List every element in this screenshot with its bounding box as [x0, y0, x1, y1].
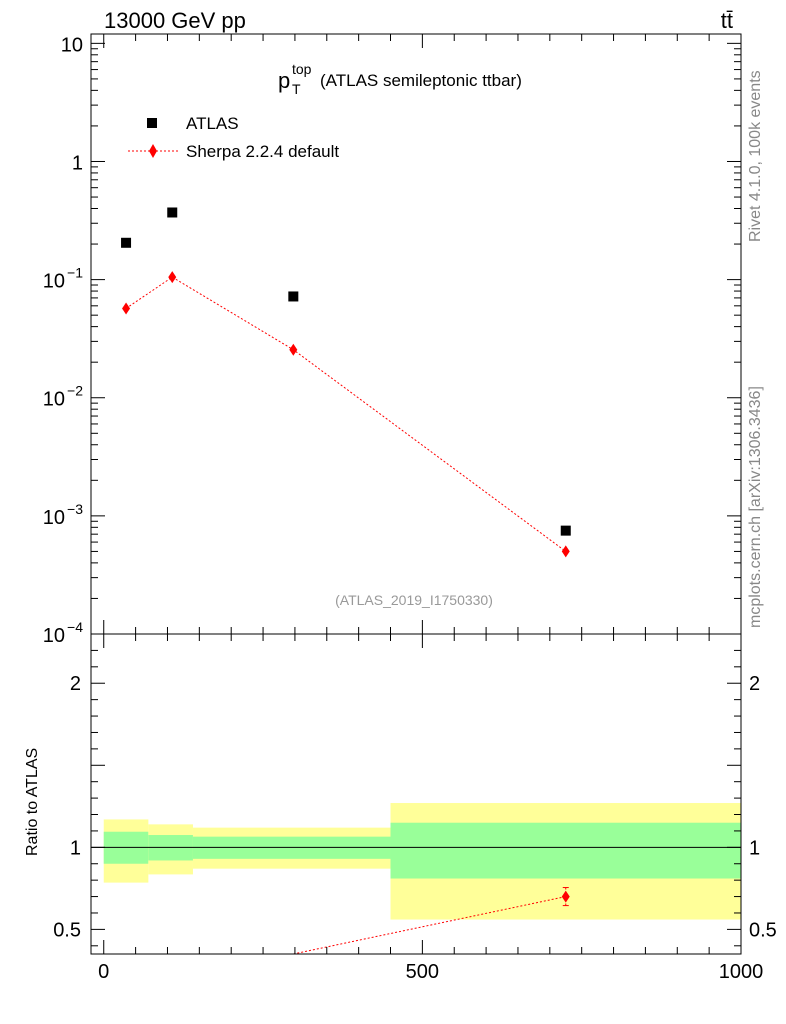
ratio-x-axis: 0 500 1000	[98, 634, 763, 983]
sherpa-data-point	[561, 545, 570, 558]
legend: ATLAS Sherpa 2.2.4 default	[128, 114, 339, 161]
legend-atlas-marker	[147, 118, 157, 128]
x-tick-label: 0	[98, 961, 109, 983]
ratio-y-tick-label: 2	[70, 673, 81, 695]
energy-label: 13000 GeV pp	[104, 8, 246, 33]
legend-sherpa-marker	[149, 144, 157, 158]
main-y-tick-label: 10	[43, 507, 65, 529]
ratio-plot-frame	[90, 633, 742, 955]
main-y-tick-label: 10	[61, 34, 83, 56]
main-y-tick-label: 10	[43, 625, 65, 647]
ratio-data-point	[561, 890, 570, 903]
ratio-y-axis: 0.5 0.5 1 1 2 2	[53, 633, 777, 947]
ratio-panel: 0.5 0.5 1 1 2 2 0 500 1000 Ratio to ATLAS	[24, 633, 777, 983]
ratio-y-tick-label: 0.5	[53, 919, 81, 941]
main-y-tick-exponent: −1	[67, 265, 83, 281]
x-tick-label: 500	[406, 961, 439, 983]
main-y-tick-label: 1	[72, 152, 83, 174]
ratio-band-green	[390, 822, 741, 879]
atlas-data-point	[288, 291, 299, 302]
analysis-id: (ATLAS_2019_I1750330)	[335, 592, 493, 608]
process-label: tt̄	[721, 8, 733, 33]
sherpa-data-point	[289, 343, 298, 356]
ratio-y-tick-label-right: 1	[749, 837, 760, 859]
x-tick-label: 1000	[719, 961, 764, 983]
main-y-tick-exponent: −3	[67, 501, 83, 517]
rivet-version-label: Rivet 4.1.0, 100k events	[747, 70, 764, 242]
ratio-series	[293, 887, 570, 955]
main-y-tick-label: 10	[43, 389, 65, 411]
main-y-tick-exponent: −4	[67, 619, 83, 635]
main-y-tick-label: 10	[43, 271, 65, 293]
ratio-sherpa-line	[293, 896, 566, 955]
title-superscript: top	[292, 61, 312, 77]
main-y-tick-exponent: −2	[67, 383, 83, 399]
title-main: p	[278, 68, 290, 93]
ratio-y-tick-label-right: 2	[749, 673, 760, 695]
title-subscript: T	[292, 81, 301, 97]
ratio-bands	[103, 803, 741, 920]
ratio-y-tick-label: 1	[70, 837, 81, 859]
source-label: mcplots.cern.ch [arXiv:1306.3436]	[747, 386, 764, 628]
sherpa-data-point	[122, 302, 131, 315]
atlas-data-point	[121, 237, 132, 248]
title-rest: (ATLAS semileptonic ttbar)	[320, 71, 522, 90]
sherpa-line	[125, 276, 567, 552]
main-series	[121, 207, 571, 558]
legend-sherpa-label: Sherpa 2.2.4 default	[186, 142, 339, 161]
ratio-y-tick-label-right: 0.5	[749, 919, 777, 941]
atlas-data-point	[167, 207, 178, 218]
plot-title: p top T (ATLAS semileptonic ttbar)	[278, 61, 522, 97]
sherpa-data-point	[168, 271, 177, 284]
atlas-data-point	[560, 525, 571, 536]
legend-atlas-label: ATLAS	[186, 114, 239, 133]
ratio-y-label: Ratio to ATLAS	[24, 748, 41, 856]
main-x-axis	[103, 34, 742, 634]
